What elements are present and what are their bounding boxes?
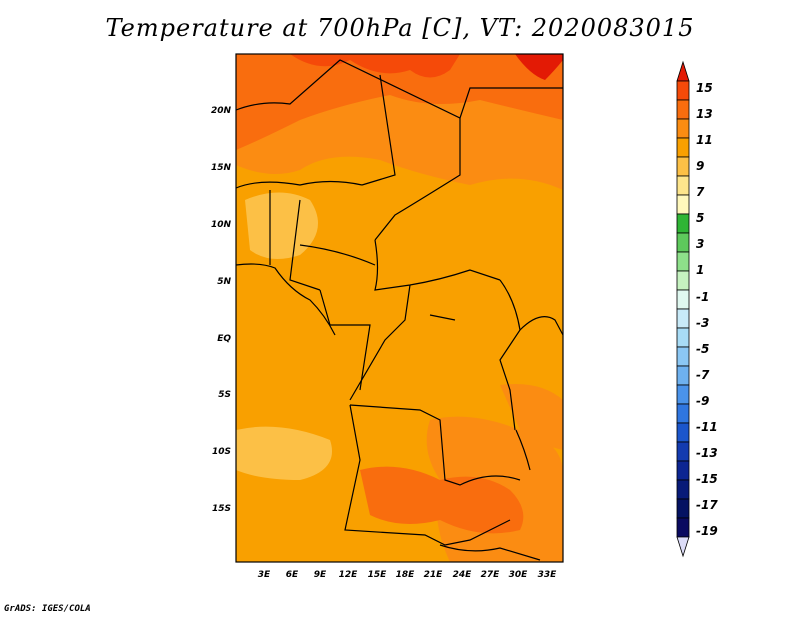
colorbar-swatch	[676, 194, 690, 215]
lon-tick-label: 30E	[509, 570, 529, 580]
colorbar-label: 11	[696, 133, 713, 147]
map-frame	[235, 53, 564, 563]
lon-tick-label: 15E	[368, 570, 388, 580]
colorbar-label: -1	[696, 290, 709, 304]
hot-region-south	[360, 466, 524, 534]
colorbar-swatch	[676, 479, 690, 500]
cool-region-southwest	[236, 426, 332, 480]
colorbar-swatch	[676, 232, 690, 253]
colorbar-swatch	[676, 403, 690, 424]
colorbar-swatch	[676, 327, 690, 348]
lon-tick-label: 27E	[481, 570, 501, 580]
colorbar-label: 3	[696, 237, 704, 251]
hot-region-north	[236, 54, 563, 150]
colorbar-swatch	[676, 536, 690, 558]
lat-tick-label: EQ	[217, 334, 231, 344]
lat-tick-label: 5N	[217, 277, 231, 287]
warm-region-east	[500, 384, 563, 450]
colorbar-swatch	[676, 251, 690, 272]
colorbar-label: 13	[696, 107, 713, 121]
colorbar-swatch	[676, 213, 690, 234]
lon-tick-label: 33E	[538, 570, 558, 580]
cool-region-west	[245, 192, 318, 259]
colorbar-label: 5	[696, 211, 704, 225]
colorbar-swatch	[676, 99, 690, 120]
longitude-axis: 3E 6E 9E 12E 15E 18E 21E 24E 27E 30E 33E	[258, 570, 557, 580]
colorbar-swatch	[676, 137, 690, 158]
colorbar-swatch	[676, 384, 690, 405]
colorbar-swatch	[676, 60, 690, 82]
colorbar-label: -13	[696, 446, 718, 460]
colorbar-swatch	[676, 118, 690, 139]
colorbar-label: -7	[696, 368, 710, 382]
colorbar-swatch	[676, 422, 690, 443]
colorbar-swatch	[676, 346, 690, 367]
colorbar-swatch	[676, 365, 690, 386]
lat-tick-label: 5S	[218, 390, 231, 400]
lat-tick-label: 15S	[212, 504, 231, 514]
lon-tick-label: 6E	[286, 570, 299, 580]
colorbar-label: -5	[696, 342, 709, 356]
lon-tick-label: 21E	[424, 570, 444, 580]
colorbar-label: -19	[696, 524, 718, 538]
colorbar-label: -17	[696, 498, 718, 512]
grads-credit: GrADS: IGES/COLA	[4, 604, 91, 614]
lon-tick-label: 3E	[258, 570, 271, 580]
colorbar-labels: 15 13 11 9 7 5 3 1 -1 -3 -5 -7 -9 -11 -1…	[696, 81, 718, 538]
lat-tick-label: 10S	[212, 447, 231, 457]
country-borders	[235, 59, 564, 561]
colorbar-label: -3	[696, 316, 709, 330]
colorbar-label: 9	[696, 159, 704, 173]
colorbar-swatch	[676, 175, 690, 196]
colorbar-swatch	[676, 80, 690, 101]
colorbar-label: -15	[696, 472, 718, 486]
lat-tick-label: 20N	[211, 106, 232, 116]
colorbar-label: 15	[696, 81, 713, 95]
colorbar-swatch	[676, 270, 690, 291]
latitude-axis: 20N 15N 10N 5N EQ 5S 10S 15S	[211, 106, 232, 514]
colorbar-swatch	[676, 498, 690, 519]
lat-tick-label: 10N	[211, 220, 232, 230]
lon-tick-label: 12E	[339, 570, 359, 580]
lon-tick-label: 24E	[453, 570, 473, 580]
lon-tick-label: 18E	[396, 570, 416, 580]
colorbar-swatch	[676, 460, 690, 481]
colorbar-label: 7	[696, 185, 705, 199]
map-panel	[235, 54, 564, 562]
colorbar-swatch	[676, 308, 690, 329]
lat-tick-label: 15N	[211, 163, 232, 173]
hottest-region-north	[290, 54, 460, 78]
lon-tick-label: 9E	[314, 570, 327, 580]
colorbar-label: -11	[696, 420, 718, 434]
colorbar-swatch	[676, 517, 690, 538]
hottest-region-northeast	[515, 54, 563, 80]
map-title: Temperature at 700hPa [C], VT: 202008301…	[105, 14, 695, 42]
colorbar-swatch	[676, 289, 690, 310]
colorbar-swatch	[676, 441, 690, 462]
colorbar-label: -9	[696, 394, 709, 408]
colorbar-swatch	[676, 156, 690, 177]
colorbar	[676, 60, 690, 558]
colorbar-label: 1	[696, 263, 704, 277]
